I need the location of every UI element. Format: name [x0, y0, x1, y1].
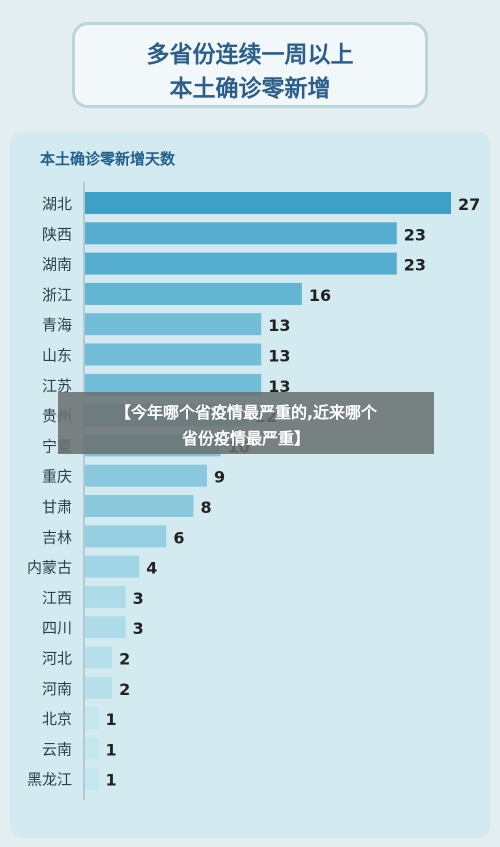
bar	[85, 646, 113, 669]
value-label: 13	[268, 377, 290, 396]
value-label: 9	[214, 468, 225, 487]
bar	[85, 222, 397, 245]
value-label: 3	[133, 589, 144, 608]
category-label: 黑龙江	[27, 771, 72, 789]
headline-line-2: 本土确诊零新增	[169, 76, 331, 102]
bar	[85, 707, 99, 730]
category-label: 河北	[42, 650, 72, 668]
bar	[85, 767, 99, 790]
category-label: 重庆	[42, 468, 72, 486]
value-label: 8	[200, 498, 211, 517]
value-label: 23	[404, 225, 426, 244]
category-label: 内蒙古	[27, 559, 72, 577]
bar	[85, 585, 126, 608]
category-label: 河南	[42, 680, 72, 698]
category-label: 湖南	[42, 256, 72, 274]
bar	[85, 616, 126, 639]
category-label: 山东	[42, 347, 72, 365]
bar	[85, 737, 99, 760]
value-label: 2	[119, 680, 130, 699]
value-label: 1	[106, 771, 117, 790]
value-label: 2	[119, 650, 130, 669]
category-label: 北京	[42, 710, 72, 728]
bar	[85, 495, 194, 517]
bar	[85, 282, 302, 305]
category-label: 云南	[42, 740, 72, 758]
bar	[85, 313, 262, 336]
chart-title: 本土确诊零新增天数	[40, 150, 176, 168]
value-label: 16	[309, 286, 331, 305]
value-label: 1	[106, 740, 117, 759]
category-label: 陕西	[42, 225, 72, 243]
category-label: 浙江	[42, 286, 72, 304]
bar	[85, 192, 451, 214]
bar	[85, 373, 262, 396]
headline-box: 多省份连续一周以上 本土确诊零新增	[72, 22, 428, 108]
value-label: 3	[133, 619, 144, 638]
bar	[85, 676, 113, 699]
value-label: 13	[268, 316, 290, 335]
category-label: 吉林	[42, 528, 72, 546]
category-label: 江西	[42, 589, 72, 607]
category-label: 江苏	[42, 377, 72, 395]
value-label: 23	[404, 256, 426, 275]
bar	[85, 555, 140, 578]
category-label: 甘肃	[42, 498, 72, 516]
bar	[85, 464, 207, 487]
category-label: 四川	[42, 619, 72, 637]
bar	[85, 343, 262, 366]
caption-overlay: 【今年哪个省疫情最严重的,近来哪个 省份疫情最严重】	[58, 392, 434, 454]
headline-line-1: 多省份连续一周以上	[146, 42, 354, 68]
category-label: 青海	[42, 316, 72, 334]
value-label: 4	[146, 559, 157, 578]
bar	[85, 252, 397, 275]
value-label: 27	[458, 195, 480, 214]
value-label: 6	[173, 528, 184, 547]
caption-line-1: 【今年哪个省疫情最严重的,近来哪个	[114, 403, 378, 422]
caption-line-2: 省份疫情最严重】	[181, 429, 310, 448]
value-label: 13	[268, 347, 290, 366]
category-label: 湖北	[42, 195, 72, 213]
bar	[85, 525, 167, 548]
value-label: 1	[106, 710, 117, 729]
